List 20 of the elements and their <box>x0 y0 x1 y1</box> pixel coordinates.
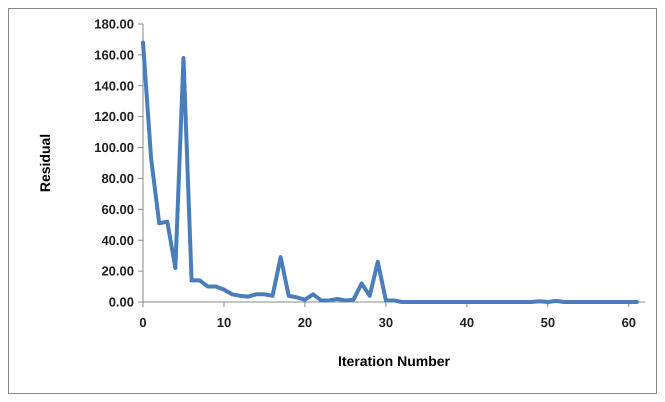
line-series <box>141 40 639 304</box>
y-tick-label: 140.00 <box>94 78 134 94</box>
y-tick-label: 160.00 <box>94 47 134 62</box>
x-tick-label: 0 <box>139 315 147 330</box>
y-tick-label: 40.00 <box>101 232 134 248</box>
x-tick-label: 40 <box>460 315 474 330</box>
x-tick-label: 60 <box>622 315 636 330</box>
y-tick-label: 0.00 <box>108 294 134 310</box>
y-tick-label: 120.00 <box>94 109 134 124</box>
y-tick-label: 20.00 <box>101 264 134 279</box>
y-tick-label: 180.00 <box>94 16 134 32</box>
x-tick-label: 20 <box>298 315 312 330</box>
y-tick-label: 100.00 <box>94 140 134 156</box>
y-tick-label: 60.00 <box>101 202 134 217</box>
y-axis-title: Residual <box>37 134 53 192</box>
x-tick-label: 50 <box>540 315 556 330</box>
y-tick-label: 80.00 <box>101 170 134 186</box>
x-axis-title: Iteration Number <box>338 353 451 369</box>
x-tick-label: 10 <box>216 315 232 330</box>
x-tick-label: 30 <box>378 315 394 330</box>
